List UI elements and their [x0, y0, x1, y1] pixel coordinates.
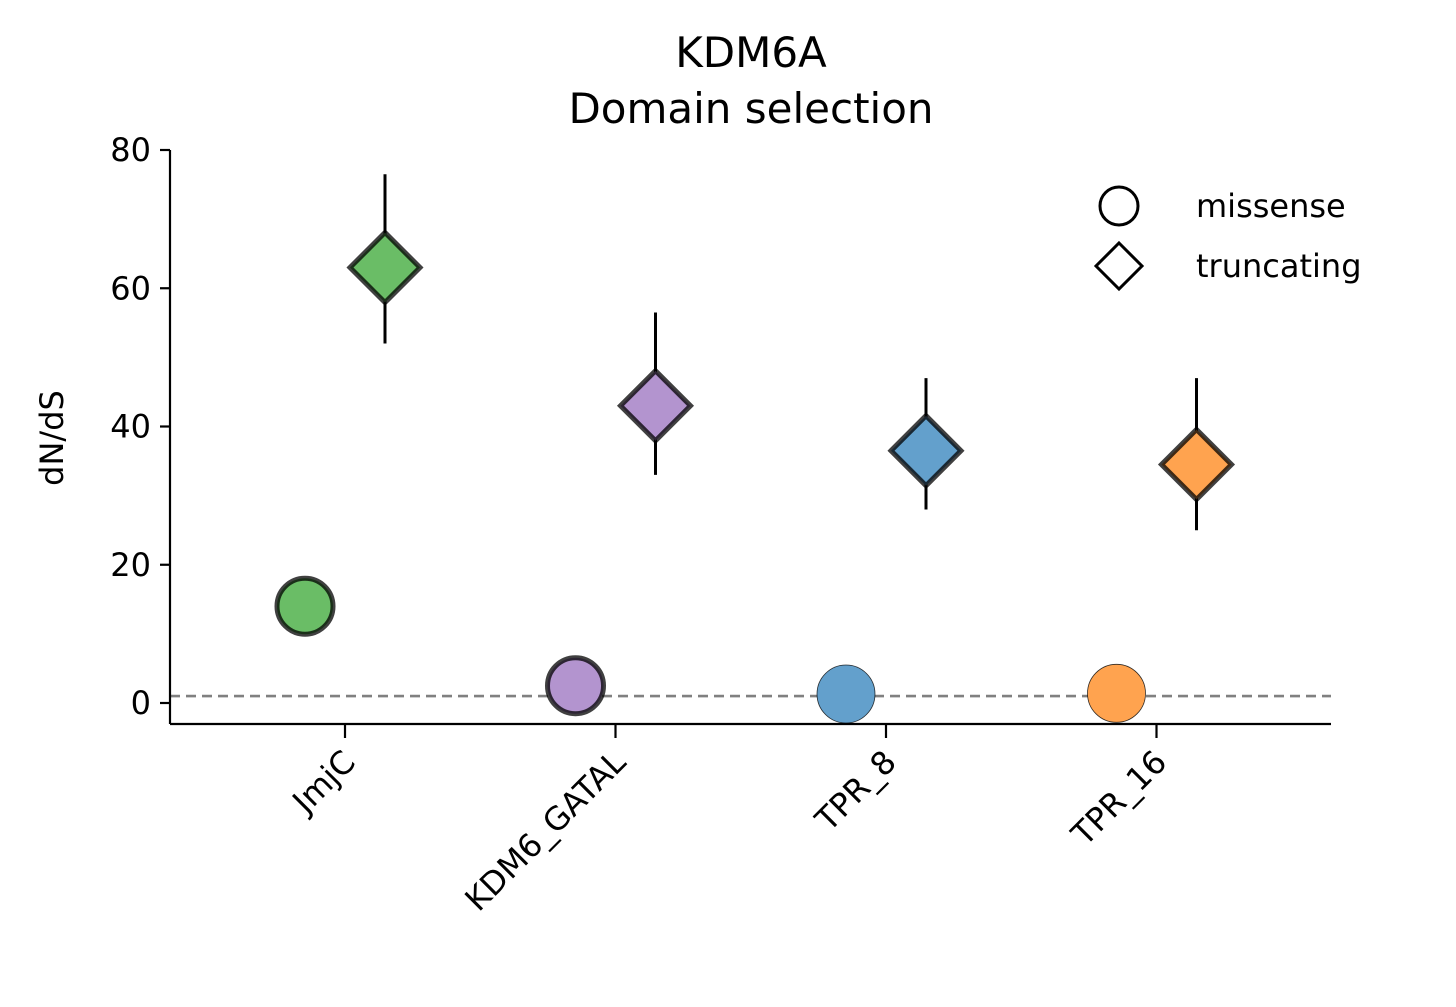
x-tick-label: JmjC — [284, 743, 363, 822]
truncating-point — [1157, 425, 1236, 504]
missense-point — [816, 664, 876, 724]
legend-label-truncating: truncating — [1196, 247, 1362, 285]
x-tick-label: TPR_16 — [1063, 743, 1174, 854]
y-axis-label: dN/dS — [33, 390, 71, 486]
legend-label-missense: missense — [1196, 187, 1346, 225]
legend-diamond-icon — [1093, 240, 1145, 292]
missense-point — [274, 575, 336, 637]
y-tick-label: 80 — [110, 131, 151, 169]
x-tick-label: TPR_8 — [807, 743, 903, 839]
chart-subtitle: Domain selection — [568, 84, 933, 133]
y-tick-label: 0 — [131, 684, 151, 722]
missense-point — [1087, 663, 1146, 723]
y-tick-label: 20 — [110, 546, 151, 584]
truncating-point — [887, 412, 965, 490]
truncating-point — [346, 228, 424, 307]
y-tick-label: 60 — [110, 269, 151, 307]
x-tick-label: KDM6_GATAL — [457, 743, 633, 919]
missense-point — [545, 655, 606, 717]
legend-circle-icon — [1098, 185, 1140, 227]
chart-title: KDM6A — [675, 28, 827, 77]
y-tick-label: 40 — [110, 408, 151, 446]
truncating-point — [616, 367, 695, 445]
